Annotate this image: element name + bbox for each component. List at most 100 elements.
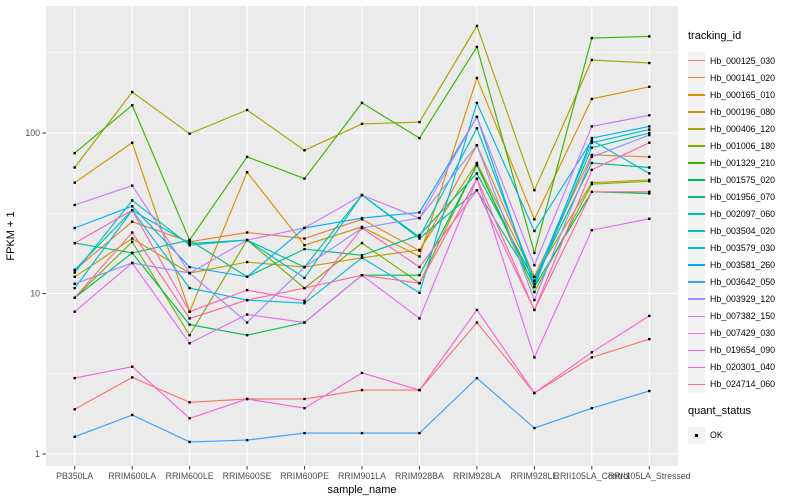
data-point [131, 209, 134, 212]
data-point [188, 317, 191, 320]
data-point [303, 286, 306, 290]
data-point [590, 407, 593, 410]
data-point [648, 61, 651, 65]
data-point [303, 244, 306, 247]
data-point [73, 268, 76, 272]
data-point [533, 218, 536, 221]
data-point [590, 139, 593, 142]
data-point [648, 131, 651, 135]
legend-label: Hb_003581_260 [710, 260, 776, 271]
data-point [475, 45, 479, 49]
legend-key-line-icon [688, 86, 705, 104]
data-point [648, 337, 651, 341]
data-point [188, 342, 191, 345]
legend-key-line-icon [688, 69, 705, 87]
legend-key-line-icon [688, 171, 705, 189]
data-point [590, 153, 593, 157]
data-point [131, 141, 134, 144]
legend-item: Hb_000406_120 [688, 120, 798, 138]
data-point [418, 317, 421, 320]
data-point [73, 271, 76, 274]
data-point [245, 397, 249, 401]
data-point [360, 241, 364, 245]
x-tick-label: RRII105LA_Stressed [608, 471, 691, 481]
legend-label: Hb_007382_150 [710, 311, 776, 322]
data-point [303, 247, 306, 251]
data-point [245, 155, 249, 159]
data-point [245, 288, 249, 292]
data-point [418, 216, 421, 220]
data-point [73, 241, 76, 245]
data-point [590, 97, 593, 101]
legend-label: Hb_003579_030 [710, 243, 776, 254]
legend: tracking_id Hb_000125_030 Hb_000141_020 Hb… [688, 30, 798, 444]
legend-item: Hb_020301_040 [688, 358, 798, 376]
legend-label: Hb_003642_050 [710, 277, 776, 288]
data-point [648, 180, 651, 183]
legend-key-line-icon [688, 239, 705, 257]
data-point [73, 282, 76, 285]
data-point [648, 192, 651, 195]
data-point [188, 440, 191, 444]
data-point [418, 291, 421, 294]
data-point [475, 127, 479, 130]
data-point [418, 388, 421, 392]
legend-key-line-icon [688, 222, 705, 240]
data-point [73, 181, 76, 184]
legend-label: Hb_001329_210 [710, 157, 776, 168]
data-point [475, 189, 479, 192]
data-point [131, 104, 134, 107]
data-point [188, 240, 191, 243]
legend-label: Hb_000196_080 [710, 106, 776, 117]
legend-key-line-icon [688, 256, 705, 274]
data-point [303, 177, 306, 180]
data-point [303, 226, 306, 230]
data-point [475, 308, 479, 312]
data-point [303, 431, 306, 435]
data-point [360, 218, 364, 221]
legend-label: Hb_024714_060 [710, 379, 776, 390]
legend-key-line-icon [688, 103, 705, 121]
legend-label: Hb_001956_070 [710, 191, 776, 202]
data-point [475, 76, 479, 80]
data-point [590, 351, 593, 354]
data-point [245, 260, 249, 264]
legend-key-line-icon [688, 205, 705, 223]
data-point [245, 108, 249, 112]
data-point [131, 365, 134, 368]
data-point [245, 238, 249, 242]
data-point [360, 226, 364, 230]
legend-item: Hb_007382_150 [688, 307, 798, 325]
data-point [360, 254, 364, 257]
data-point [188, 334, 191, 337]
data-point [648, 172, 651, 175]
data-point [360, 371, 364, 375]
data-point [418, 237, 421, 240]
legend-label: Hb_020301_040 [710, 362, 776, 373]
data-point [648, 314, 651, 318]
data-point [418, 265, 421, 269]
legend-item: Hb_001006_180 [688, 137, 798, 155]
data-point [590, 146, 593, 149]
data-point [475, 172, 479, 175]
legend-item: Hb_003579_030 [688, 239, 798, 257]
x-tick-label: RRIM901LA [338, 471, 386, 481]
y-tick-label: 100 [25, 128, 40, 138]
data-point [475, 101, 479, 105]
data-point [303, 407, 306, 410]
data-point [648, 190, 651, 193]
data-point [303, 302, 306, 305]
legend-item: Hb_001956_070 [688, 188, 798, 206]
data-point [73, 226, 76, 230]
data-point [360, 274, 364, 277]
y-tick-label: 10 [30, 289, 40, 299]
data-point [533, 264, 536, 267]
data-point [475, 115, 479, 119]
data-point [188, 242, 191, 245]
data-point [418, 282, 421, 285]
data-point [533, 298, 536, 302]
data-point [131, 199, 134, 202]
data-point [245, 334, 249, 337]
